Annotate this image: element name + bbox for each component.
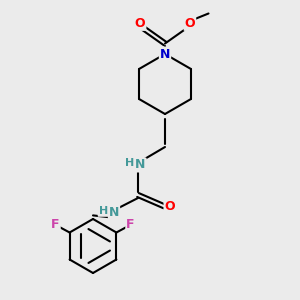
Text: O: O	[135, 17, 146, 30]
Text: O: O	[164, 200, 175, 213]
Text: O: O	[184, 17, 195, 30]
Text: N: N	[160, 47, 170, 61]
Text: N: N	[109, 206, 119, 220]
Text: F: F	[51, 218, 60, 232]
Text: F: F	[126, 218, 135, 232]
Text: H: H	[99, 206, 108, 216]
Text: N: N	[135, 158, 146, 172]
Text: H: H	[125, 158, 134, 168]
